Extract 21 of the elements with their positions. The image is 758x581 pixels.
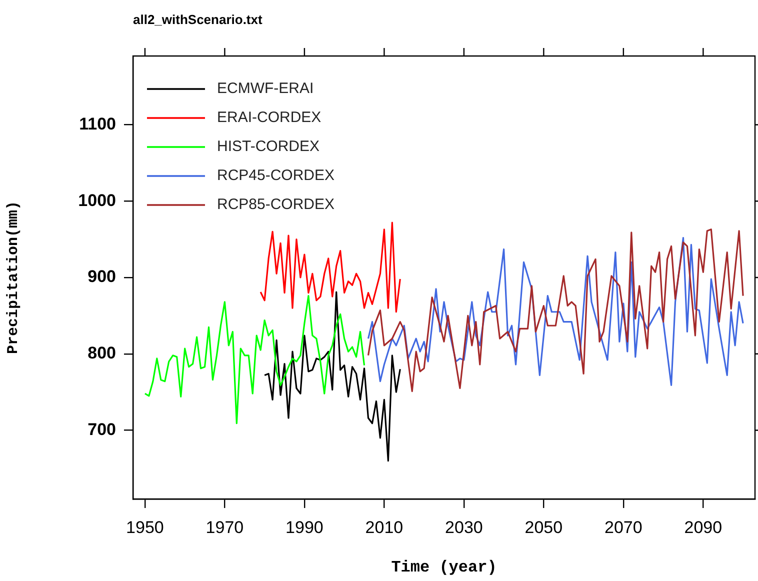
legend-label: RCP85-CORDEX bbox=[217, 196, 335, 214]
x-tick-label: 2050 bbox=[524, 518, 563, 537]
x-tick-label: 2070 bbox=[604, 518, 642, 537]
x-tick-label: 2010 bbox=[365, 518, 404, 537]
legend-label: ECMWF-ERAI bbox=[217, 80, 314, 98]
legend-label: HIST-CORDEX bbox=[217, 138, 320, 156]
x-axis-title: Time (year) bbox=[391, 558, 497, 576]
x-tick-label: 1970 bbox=[206, 518, 244, 537]
legend-label: ERAI-CORDEX bbox=[217, 109, 322, 126]
x-tick-label: 2090 bbox=[684, 518, 722, 537]
y-tick-label: 900 bbox=[88, 267, 116, 286]
y-tick-label: 800 bbox=[88, 344, 116, 363]
y-tick-label: 1000 bbox=[78, 190, 116, 210]
y-axis-title: Precipitation(mm) bbox=[4, 200, 22, 354]
y-tick-label: 1100 bbox=[79, 114, 116, 134]
x-tick-label: 1990 bbox=[286, 518, 324, 537]
y-tick-label: 700 bbox=[88, 420, 116, 439]
chart-title: all2_withScenario.txt bbox=[133, 12, 263, 27]
x-tick-label: 1950 bbox=[126, 518, 164, 537]
legend-label: RCP45-CORDEX bbox=[217, 167, 335, 184]
x-tick-label: 2030 bbox=[445, 518, 483, 537]
